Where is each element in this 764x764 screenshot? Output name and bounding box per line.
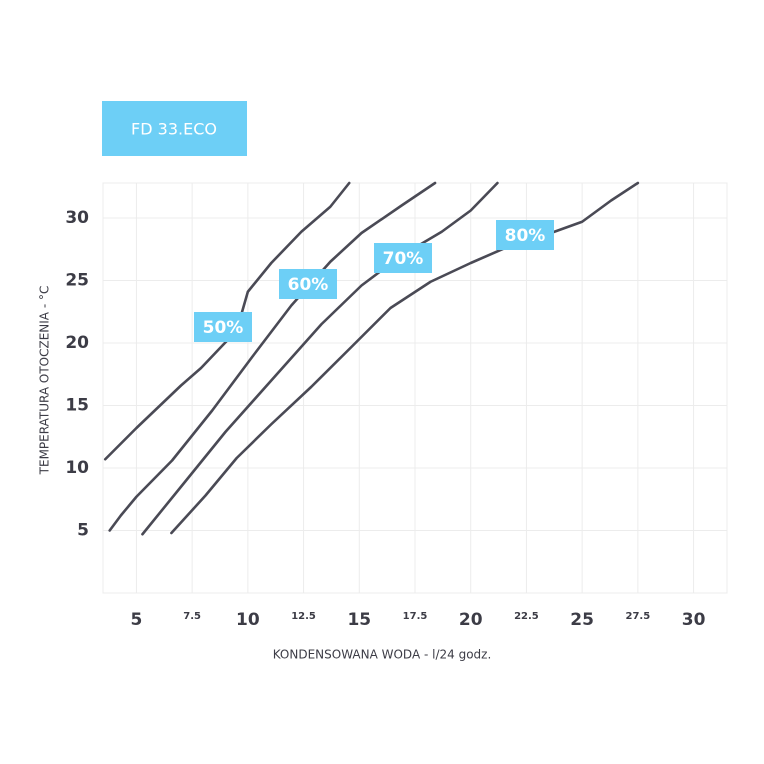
x-tick-label: 5 xyxy=(131,610,143,630)
x-tick-label: 22.5 xyxy=(514,611,539,622)
x-tick-label: 20 xyxy=(459,610,483,630)
x-tick-label: 10 xyxy=(236,610,260,630)
series-label-box xyxy=(374,243,432,273)
y-tick-label: 15 xyxy=(65,396,89,416)
series-label-box xyxy=(279,269,337,299)
series-line xyxy=(170,181,640,535)
x-tick-label: 27.5 xyxy=(626,611,651,622)
series-label-box xyxy=(194,312,252,342)
title-box xyxy=(102,101,247,156)
series-line xyxy=(103,181,351,461)
chart-title: FD 33.ECO xyxy=(131,120,217,139)
x-tick-label: 25 xyxy=(570,610,594,630)
series-line xyxy=(108,181,437,532)
x-tick-label: 30 xyxy=(682,610,706,630)
series-label: 50% xyxy=(203,318,244,338)
x-tick-label: 12.5 xyxy=(291,611,316,622)
series-label: 80% xyxy=(505,226,546,246)
y-tick-label: 10 xyxy=(65,458,89,478)
x-tick-label: 15 xyxy=(347,610,371,630)
y-tick-label: 25 xyxy=(65,271,89,291)
series-label-box xyxy=(496,220,554,250)
y-tick-label: 30 xyxy=(65,208,89,228)
series-label: 70% xyxy=(383,249,424,269)
x-axis-label: KONDENSOWANA WODA - l/24 godz. xyxy=(273,648,492,662)
y-tick-label: 20 xyxy=(65,333,89,353)
x-tick-label: 7.5 xyxy=(183,611,201,622)
y-axis-label: TEMPERATURA OTOCZENIA - °C xyxy=(38,286,52,476)
series-line xyxy=(141,181,499,536)
y-tick-label: 5 xyxy=(77,521,89,541)
x-tick-label: 17.5 xyxy=(403,611,428,622)
series-label: 60% xyxy=(288,275,329,295)
